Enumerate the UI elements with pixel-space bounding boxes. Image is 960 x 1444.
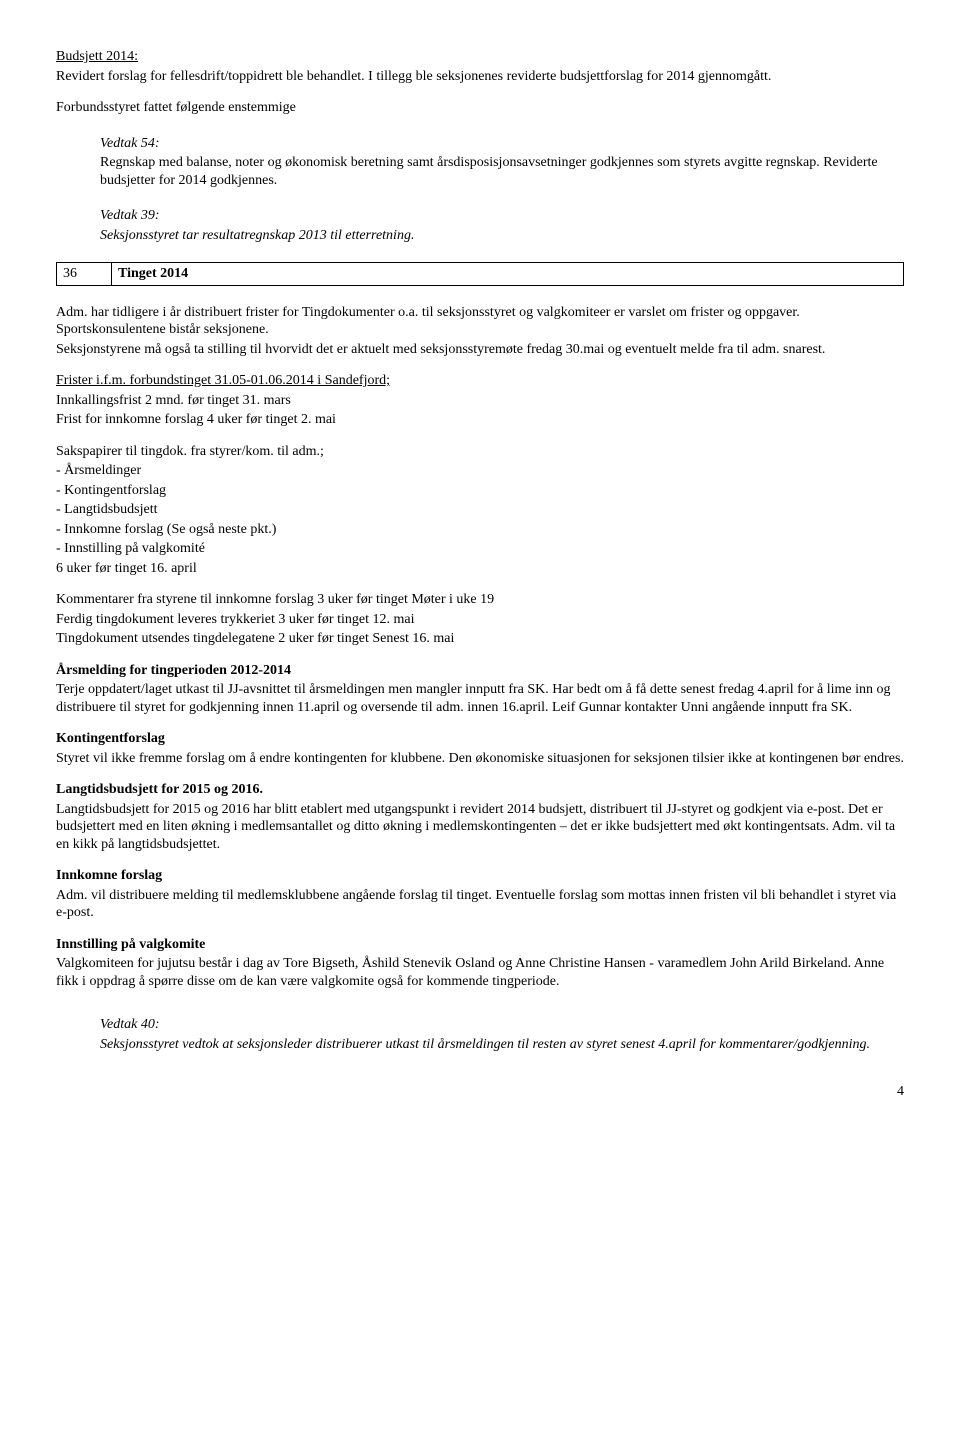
saks-item: - Innkomne forslag (Se også neste pkt.) (56, 521, 904, 539)
intro36-a: Adm. har tidligere i år distribuert fris… (56, 304, 904, 339)
section-36-num: 36 (57, 263, 112, 286)
innkomne-text: Adm. vil distribuere melding til medlems… (56, 887, 904, 922)
vedtak-40: Vedtak 40: Seksjonsstyret vedtok at seks… (100, 1016, 904, 1053)
section-36-title: Tinget 2014 (112, 263, 904, 286)
saks-item: - Innstilling på valgkomité (56, 540, 904, 558)
vedtak39-text: Seksjonsstyret tar resultatregnskap 2013… (100, 228, 414, 243)
vedtak40-text: Seksjonsstyret vedtok at seksjonsleder d… (100, 1037, 870, 1052)
intro36-b: Seksjonstyrene må også ta stilling til h… (56, 341, 904, 359)
frister-l1: Innkallingsfrist 2 mnd. før tinget 31. m… (56, 392, 904, 410)
arsmelding-heading: Årsmelding for tingperioden 2012-2014 (56, 663, 291, 678)
saks-heading: Sakspapirer til tingdok. fra styrer/kom.… (56, 443, 904, 461)
kommentarer-l1: Kommentarer fra styrene til innkomne for… (56, 591, 904, 609)
section-36-table: 36 Tinget 2014 (56, 262, 904, 286)
frister-heading: Frister i.f.m. forbundstinget 31.05-01.0… (56, 373, 390, 388)
innkomne-heading: Innkomne forslag (56, 868, 162, 883)
page-number: 4 (56, 1083, 904, 1101)
kontingent-heading: Kontingentforslag (56, 731, 165, 746)
innstilling-text: Valgkomiteen for jujutsu består i dag av… (56, 955, 904, 990)
vedtak54-text: Regnskap med balanse, noter og økonomisk… (100, 154, 904, 189)
arsmelding-text: Terje oppdatert/laget utkast til JJ-avsn… (56, 681, 904, 716)
kontingent-text: Styret vil ikke fremme forslag om å endr… (56, 750, 904, 768)
budget-heading: Budsjett 2014: (56, 49, 138, 64)
vedtak-54: Vedtak 54: Regnskap med balanse, noter o… (100, 135, 904, 190)
vedtak39-title: Vedtak 39: (100, 208, 159, 223)
budget-text: Revidert forslag for fellesdrift/toppidr… (56, 68, 904, 86)
kommentarer-l3: Tingdokument utsendes tingdelegatene 2 u… (56, 630, 904, 648)
kommentarer-l2: Ferdig tingdokument leveres trykkeriet 3… (56, 611, 904, 629)
saks-item: - Kontingentforslag (56, 482, 904, 500)
forbund-text: Forbundsstyret fattet følgende enstemmig… (56, 99, 904, 117)
langtids-text: Langtidsbudsjett for 2015 og 2016 har bl… (56, 801, 904, 854)
vedtak40-title: Vedtak 40: (100, 1017, 159, 1032)
frister-l2: Frist for innkomne forslag 4 uker før ti… (56, 411, 904, 429)
vedtak-39: Vedtak 39: Seksjonsstyret tar resultatre… (100, 207, 904, 244)
saks-item: - Årsmeldinger (56, 462, 904, 480)
innstilling-heading: Innstilling på valgkomite (56, 937, 205, 952)
saks-item: - Langtidsbudsjett (56, 501, 904, 519)
vedtak54-title: Vedtak 54: (100, 136, 159, 151)
saks-deadline: 6 uker før tinget 16. april (56, 560, 904, 578)
langtids-heading: Langtidsbudsjett for 2015 og 2016. (56, 782, 263, 797)
